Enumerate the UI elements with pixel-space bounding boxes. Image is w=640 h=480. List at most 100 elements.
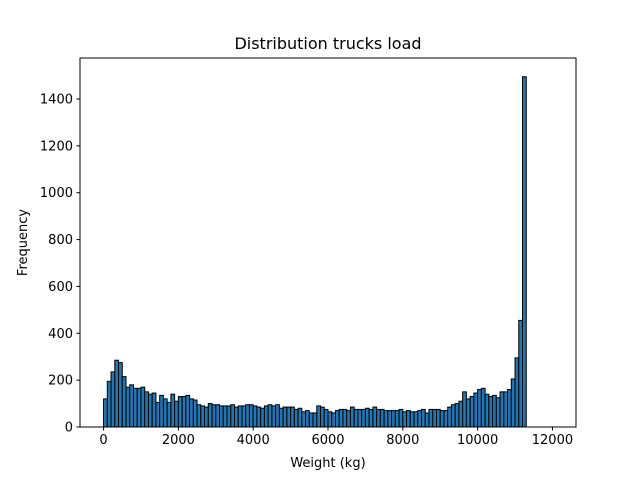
y-tick-label: 1200 [40,139,73,154]
histogram-bar [518,319,524,428]
histogram-bar [379,408,385,428]
histogram-bar [144,391,149,428]
histogram-bar [323,408,329,428]
x-axis: 0 2000 4000 6000 8000 10000 12000 [99,427,573,448]
histogram-bar [241,405,247,428]
histogram-bar [514,357,520,428]
histogram-bar [522,76,527,428]
histogram-bar [215,404,221,428]
histogram-bar [248,404,254,428]
histogram-bar [507,389,512,428]
histogram-bar [106,380,112,428]
histogram-bar [114,359,120,428]
histogram-bar [443,410,449,428]
histogram-bar [492,394,497,428]
histogram-bar [312,412,318,428]
histogram-bar [301,411,307,428]
histogram-bar [103,398,108,428]
histogram-bar [469,396,475,428]
histogram-bar [293,408,299,428]
histogram-bar [200,405,206,428]
histogram-bar [219,405,224,428]
histogram-bar [391,410,396,428]
histogram-bar [282,406,288,428]
histogram-bar [346,410,351,428]
histogram-bar [499,391,505,428]
histogram-bar [447,406,452,428]
x-axis-label: Weight (kg) [290,456,365,471]
histogram-bar [316,405,322,428]
x-tick-label: 2000 [162,433,195,448]
histogram-bar [473,392,479,428]
histogram-bar [361,408,366,428]
x-tick-label: 0 [99,433,107,448]
histogram-bar [132,387,138,428]
histogram-bar [394,410,400,428]
histogram-bar [260,407,265,428]
histogram-bar [503,391,509,428]
histogram-bar [237,405,243,428]
histogram-bar [439,410,445,428]
histogram-bar [118,362,123,428]
histogram-bar [331,412,336,428]
histogram-bar [383,410,389,428]
histogram-bar [368,408,374,428]
histogram-bar [338,408,344,428]
histogram-bar [125,386,131,428]
y-tick-label: 800 [48,233,73,248]
histogram-bar [349,406,355,428]
histogram-bar [406,410,411,428]
histogram-bar [413,411,419,428]
y-tick-label: 600 [48,280,73,295]
histogram-bar [151,392,157,428]
histogram-bar [465,398,471,428]
histogram-bar [211,404,217,428]
histogram-bar [278,407,284,428]
histogram-bar [230,404,235,428]
y-axis-label: Frequency [16,209,31,276]
histogram-bar [327,411,333,428]
x-tick-label: 6000 [311,433,344,448]
histogram-bar [334,410,340,428]
histogram-bar [140,386,146,428]
y-tick-label: 200 [48,374,73,389]
histogram-bar [462,391,467,428]
histogram-bar [357,408,363,428]
histogram-bar [364,407,370,428]
y-tick-label: 400 [48,327,73,342]
histogram-bar [402,411,408,428]
x-tick-label: 10000 [457,433,498,448]
histogram-bar [245,404,250,428]
histogram-bar [458,400,464,428]
histogram-bar [189,398,194,428]
histogram-bar [398,408,404,428]
histogram-bar [222,405,228,428]
histogram-bar [477,389,482,428]
histogram-bar [290,406,295,428]
chart-title: Distribution trucks load [234,34,421,53]
histogram-bar [484,393,490,428]
histogram-bar [424,412,430,428]
histogram-bar [166,401,172,428]
histogram-bar [409,411,415,428]
histogram-bar [177,396,183,428]
histogram-bar [147,393,153,428]
histogram-bar [185,394,191,428]
histogram-bar [136,387,142,428]
histogram-bar [342,408,348,428]
histogram-bar [308,412,314,428]
histogram-bar [162,398,168,428]
histogram-bar [252,405,258,428]
histogram-bar [174,400,179,428]
histogram-bar [275,404,280,428]
histogram-bar [454,403,460,428]
x-tick-label: 8000 [386,433,419,448]
histogram-bar [196,404,202,428]
histogram-bar [271,405,277,428]
histogram-bar [435,408,441,428]
histogram-bar [495,397,501,428]
histogram-bar [207,403,213,428]
histogram-bar [297,407,303,428]
histogram-bar [428,408,434,428]
